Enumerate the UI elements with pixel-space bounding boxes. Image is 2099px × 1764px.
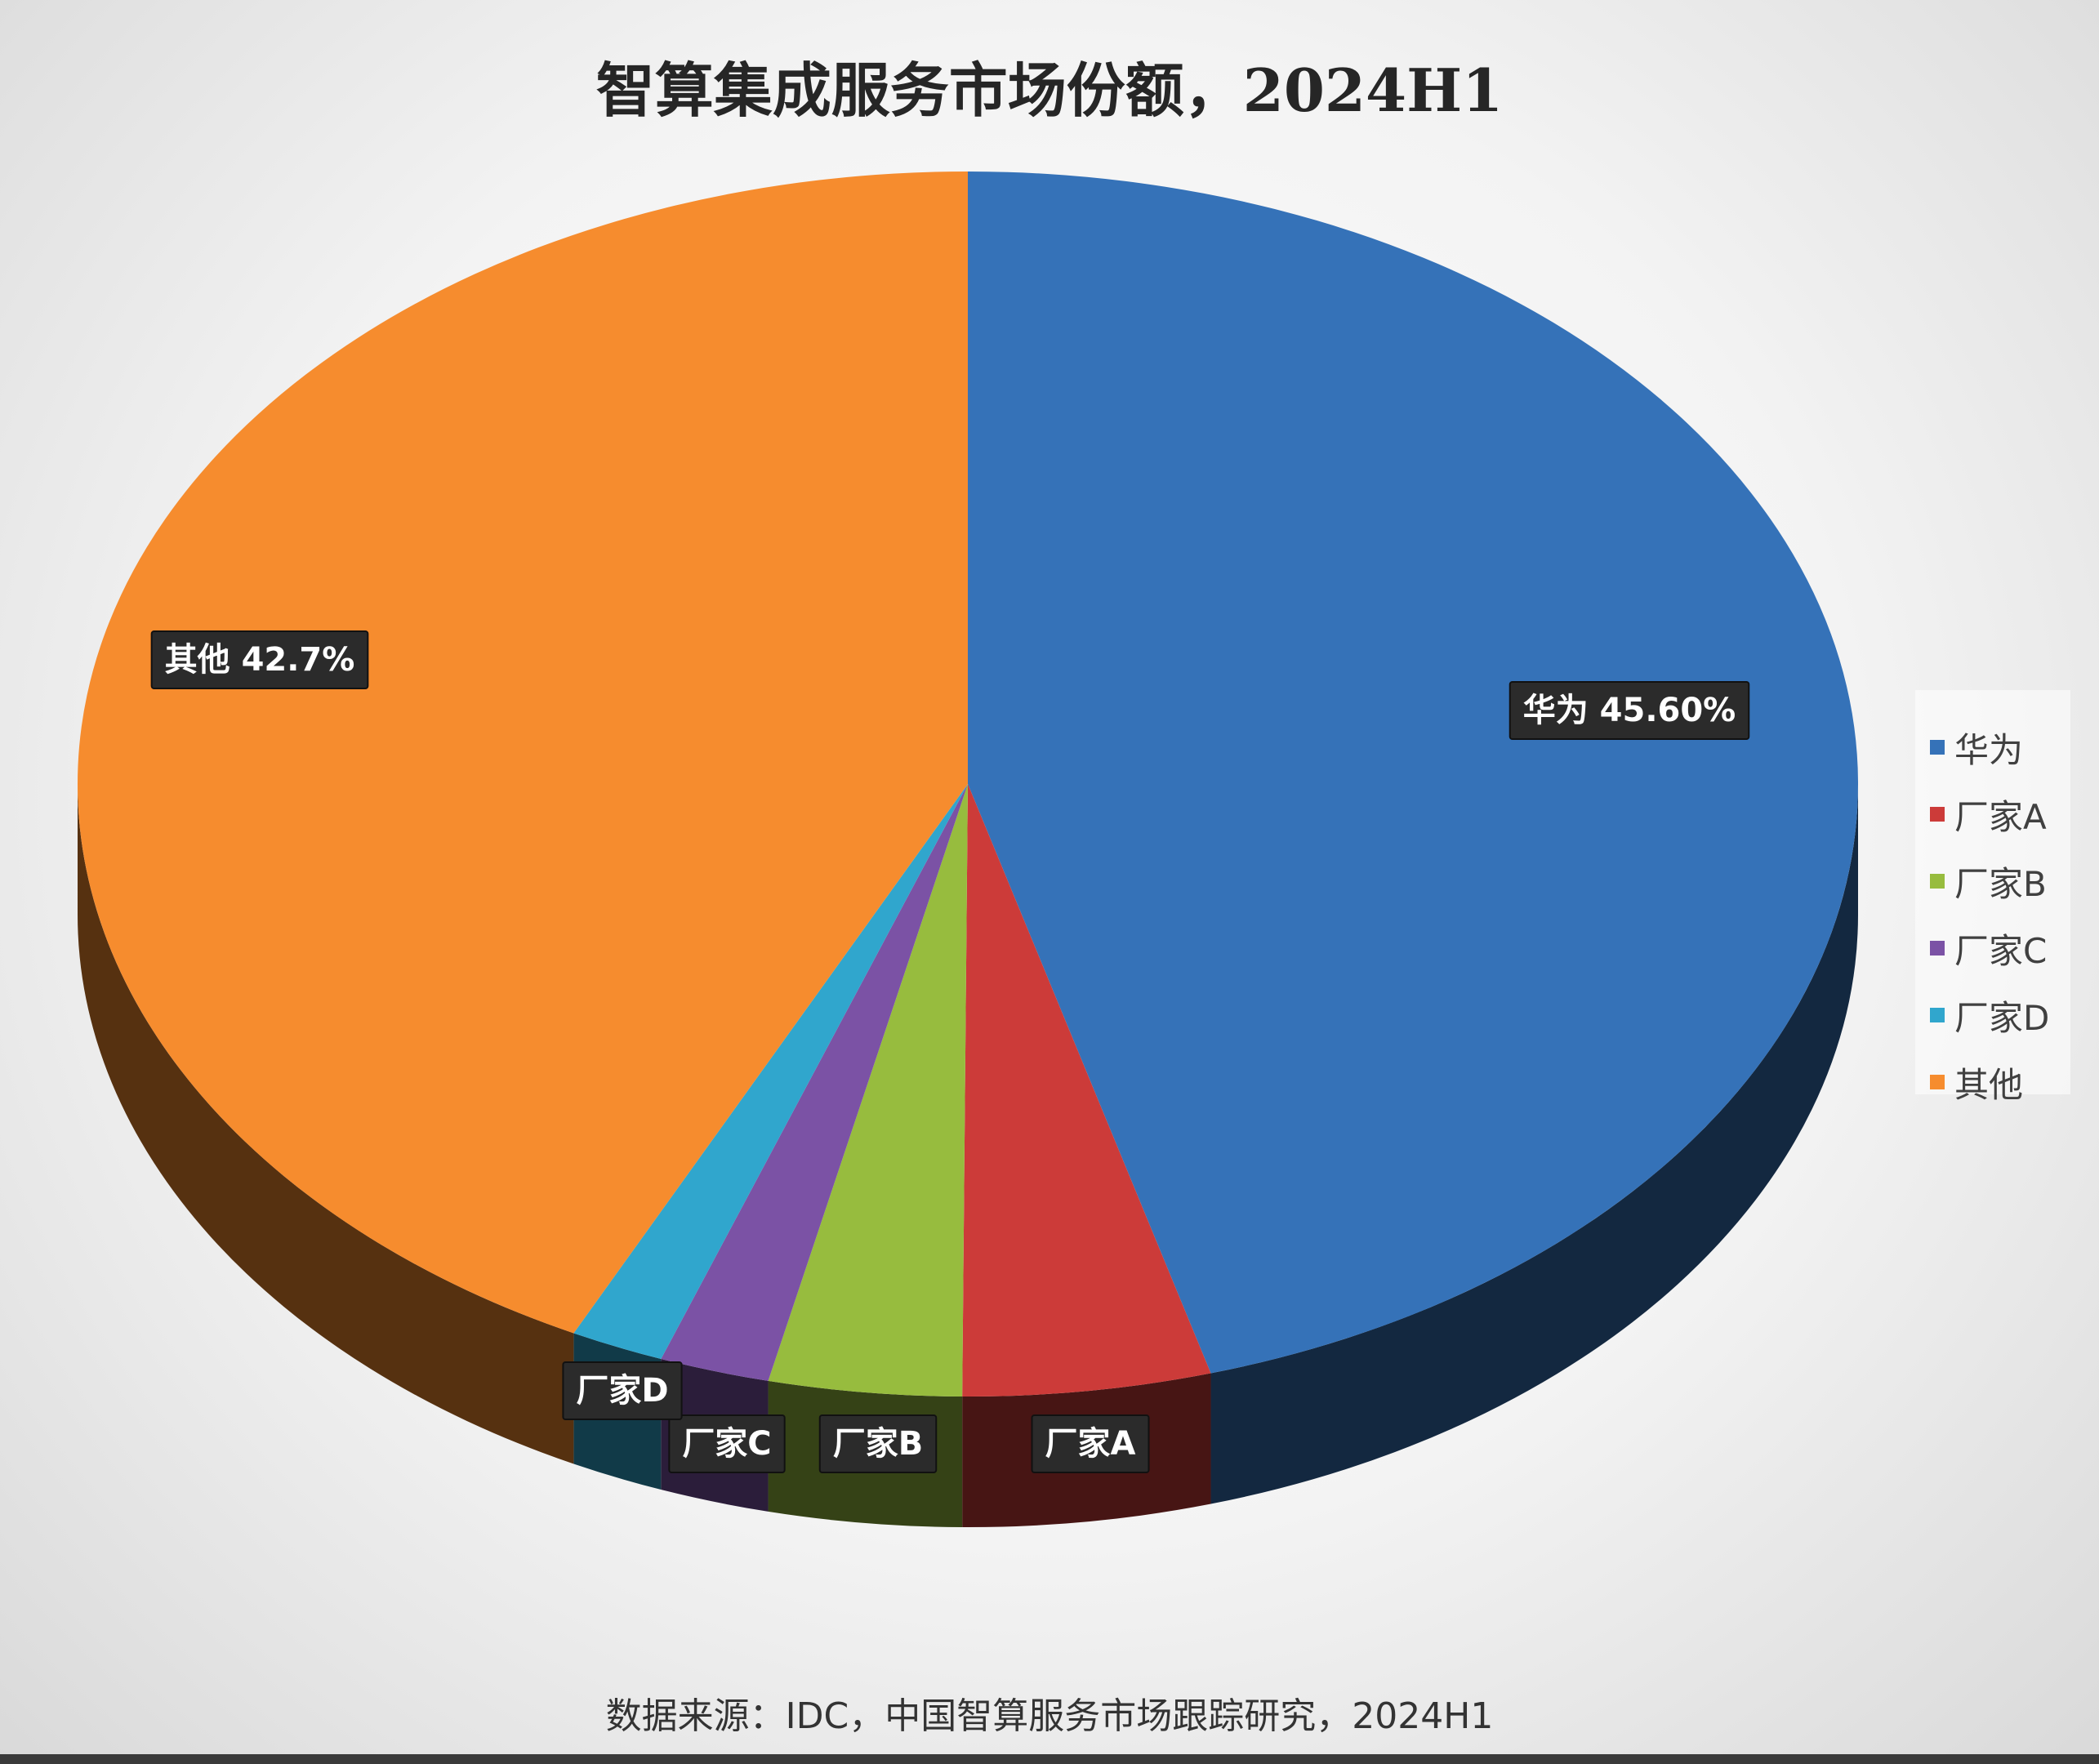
data-label-slice-5: 其他 42.7% [150, 630, 369, 689]
pie-slice-slice-0 [968, 172, 1859, 1374]
legend-item-4: 厂家D [1930, 991, 2049, 1040]
svg-text:厂家D: 厂家D [576, 1372, 668, 1410]
pie-side-slice-5 [78, 784, 574, 1464]
legend-item-2: 厂家B [1930, 857, 2047, 906]
legend-swatch [1930, 740, 1945, 755]
pie-slice-slice-1 [962, 784, 1211, 1397]
pie-slice-slice-4 [573, 784, 968, 1360]
data-label-slice-2: 厂家B [818, 1414, 938, 1473]
legend-swatch [1930, 941, 1945, 956]
svg-text:厂家B: 厂家B [833, 1425, 924, 1463]
data-label-slice-3: 厂家C [668, 1414, 786, 1473]
bottom-border [0, 1754, 2099, 1764]
pie-side-slice-0 [1210, 784, 1858, 1504]
pie-tops [77, 172, 1859, 1397]
legend-item-0: 华为 [1930, 723, 2023, 772]
legend-label: 厂家B [1954, 863, 2047, 904]
legend-label: 厂家A [1954, 796, 2047, 837]
source-note: 数据来源：IDC，中国智算服务市场跟踪研究，2024H1 [605, 1695, 1494, 1737]
legend-swatch [1930, 1008, 1945, 1022]
legend-item-5: 其他 [1930, 1058, 2023, 1107]
pie-labels: 华为 45.60% 厂家A 厂家B 厂家C 厂家D 其他 42.7% [150, 630, 1750, 1473]
legend-swatch [1930, 1075, 1945, 1089]
pie-slice-slice-3 [661, 784, 968, 1381]
legend-label: 其他 [1954, 1064, 2024, 1105]
pie-sides [78, 784, 1858, 1527]
data-label-slice-0: 华为 45.60% [1509, 681, 1750, 740]
svg-text:厂家A: 厂家A [1045, 1425, 1136, 1463]
pie-slice-slice-5 [77, 172, 968, 1334]
legend-swatch [1930, 874, 1945, 889]
data-label-slice-4: 厂家D [562, 1361, 683, 1420]
legend-item-1: 厂家A [1930, 790, 2047, 839]
svg-text:厂家C: 厂家C [682, 1425, 771, 1463]
chart-title: 智算集成服务市场份额，2024H1 [595, 56, 1504, 125]
svg-text:华为 45.60%: 华为 45.60% [1523, 692, 1736, 729]
legend-label: 华为 [1954, 729, 2024, 770]
data-label-slice-1: 厂家A [1031, 1414, 1150, 1473]
legend: 华为厂家A 厂家B 厂家C 厂家D 其他 [1915, 690, 2070, 1105]
legend-label: 厂家D [1954, 997, 2050, 1038]
legend-item-3: 厂家C [1930, 924, 2047, 973]
pie-slice-slice-2 [768, 784, 968, 1396]
svg-text:其他 42.7%: 其他 42.7% [165, 641, 355, 679]
legend-swatch [1930, 807, 1945, 822]
legend-label: 厂家C [1954, 930, 2048, 971]
